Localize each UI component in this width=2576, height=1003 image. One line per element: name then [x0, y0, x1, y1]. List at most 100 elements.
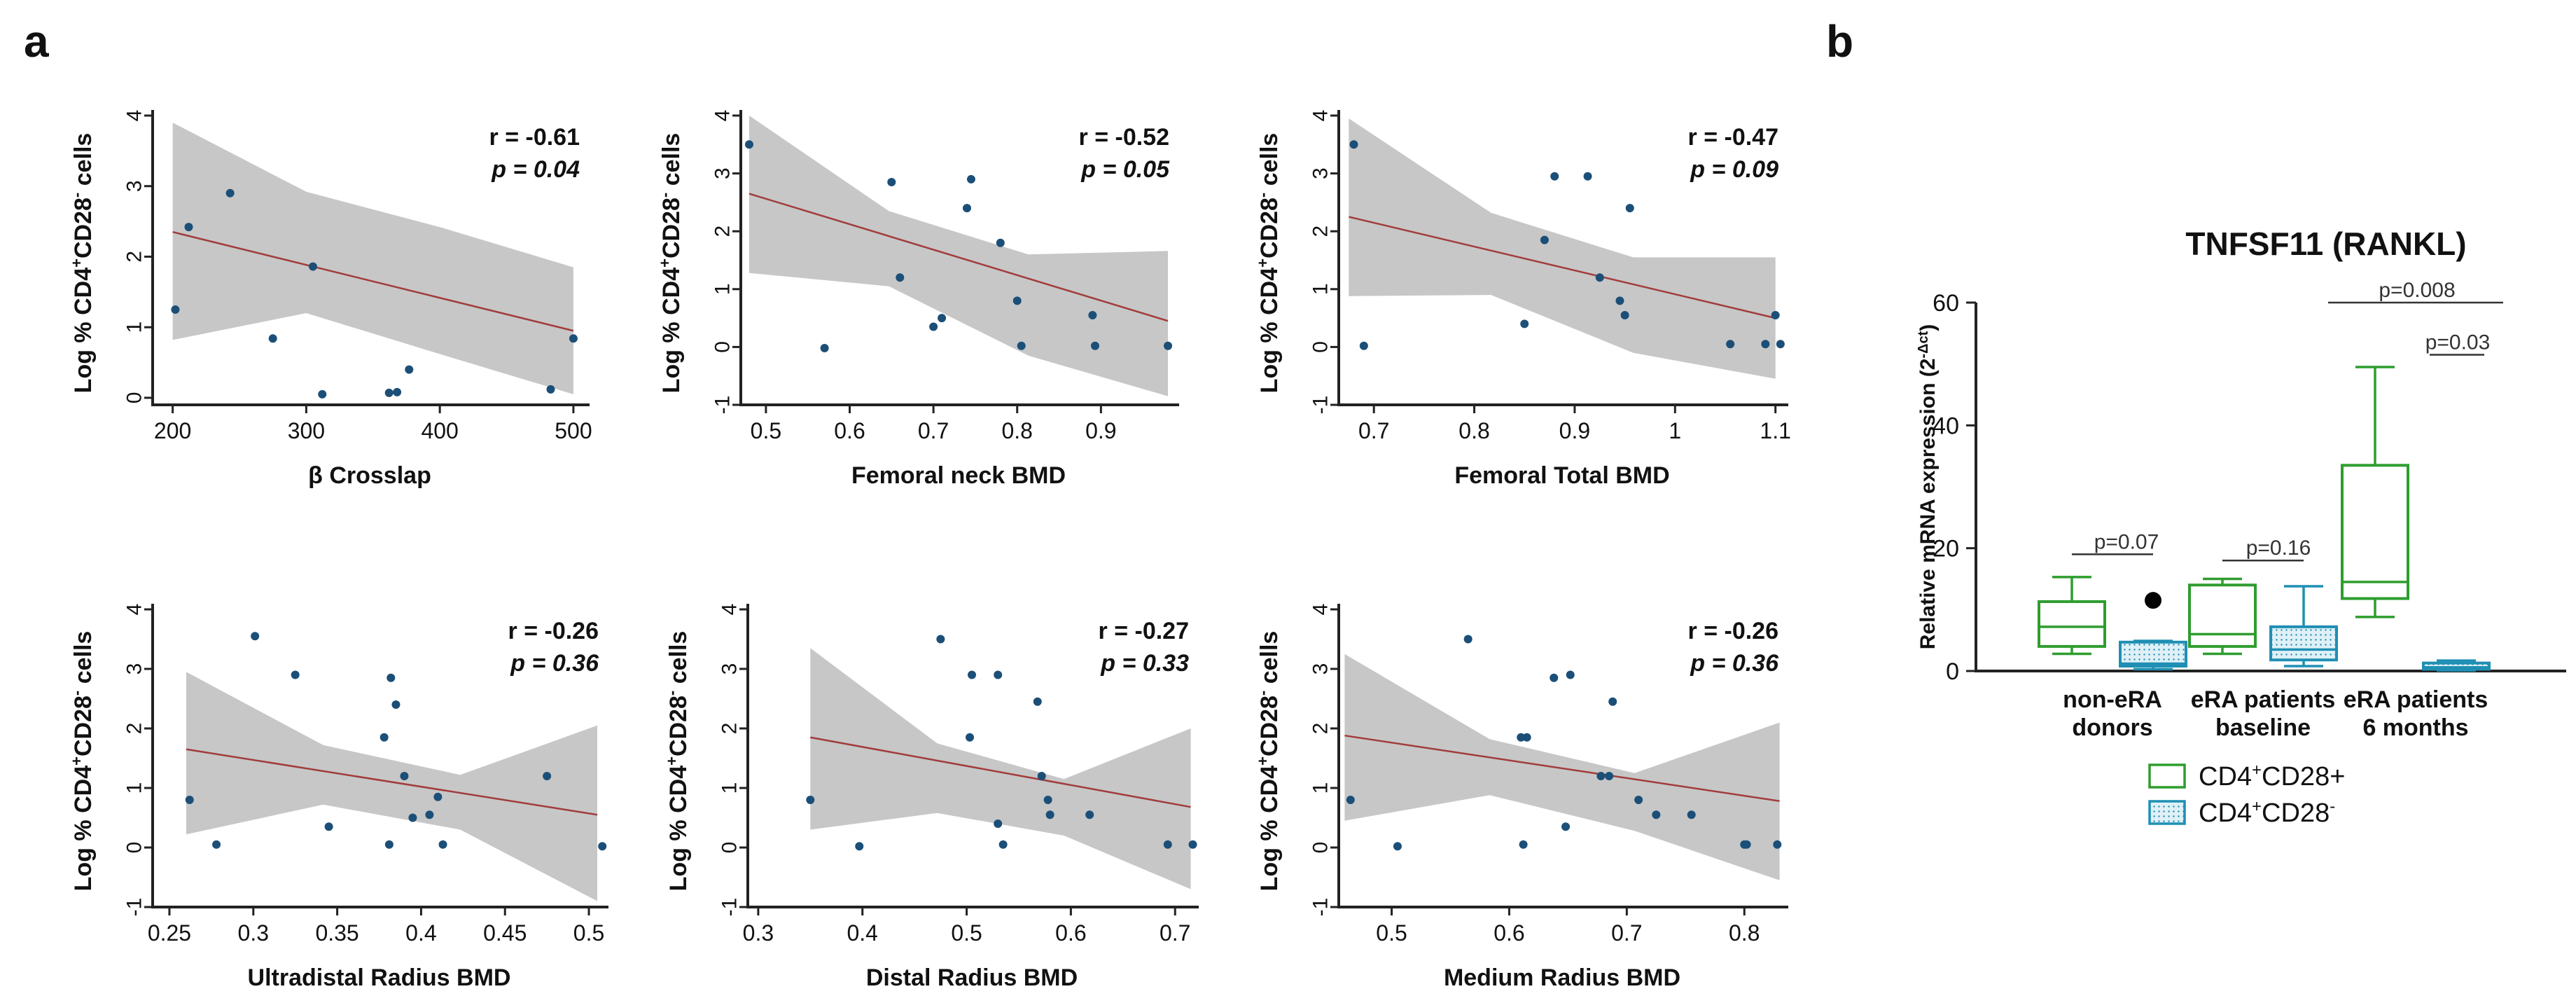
outlier-point	[2145, 592, 2161, 609]
y-axis-label: Relative mRNA expression (2-Δct)	[1916, 324, 1940, 650]
y-tick-label: 1	[1309, 283, 1332, 295]
data-point	[1595, 273, 1604, 282]
data-point	[1349, 140, 1358, 149]
x-axis-label: Femoral Total BMD	[1454, 462, 1669, 489]
data-point	[1608, 697, 1617, 706]
y-tick-label: 1	[123, 321, 146, 333]
x-tick-label: 0.5	[1376, 920, 1407, 946]
y-tick-label: 1	[711, 283, 734, 295]
y-tick-label: 1	[1309, 782, 1332, 794]
data-point	[936, 635, 945, 644]
data-point	[1012, 296, 1022, 305]
data-point	[1773, 840, 1782, 849]
data-point	[1771, 310, 1780, 319]
data-point	[1090, 341, 1099, 350]
scatter-3: -1 0 1 2 3 4 0.7 0.8 0.9 1 1.1 Femoral Total BMD Log…	[1254, 110, 1791, 489]
y-axis-label: Log % CD4+CD28- cells	[68, 631, 97, 892]
legend-swatch-cd28neg	[2148, 800, 2186, 825]
data-point	[1687, 810, 1696, 819]
y-tick-label: 4	[1309, 110, 1332, 122]
y-tick-label: -1	[1309, 396, 1332, 415]
data-point	[433, 792, 443, 801]
confidence-band	[1344, 653, 1780, 880]
x-tick-label: 0.6	[834, 418, 865, 443]
data-point	[1346, 796, 1355, 804]
regression-line	[186, 748, 598, 816]
y-tick-label: 3	[711, 167, 734, 179]
box-cd28neg-group-2	[2269, 585, 2338, 667]
box-cd28neg-group-3	[2422, 659, 2491, 672]
data-point	[1519, 840, 1528, 849]
data-point	[387, 673, 396, 682]
x-axis-label: Distal Radius BMD	[866, 964, 1078, 991]
data-point	[744, 140, 753, 149]
data-point	[968, 670, 976, 679]
legend-item: CD4+CD28+	[2148, 761, 2345, 791]
group-label: eRA patients 6 months	[2344, 686, 2488, 741]
x-axis-label: Femoral neck BMD	[851, 462, 1066, 489]
panel-label-b: b	[1826, 16, 1854, 67]
data-point	[994, 670, 1003, 679]
box	[2038, 600, 2106, 648]
y-tick-label: 1	[718, 782, 742, 794]
data-point	[1596, 772, 1606, 780]
data-point	[1164, 341, 1173, 350]
data-point	[569, 334, 578, 343]
p-value: p = 0.33	[1100, 650, 1189, 677]
confidence-band	[172, 123, 573, 394]
y-tick-label: 2	[123, 723, 146, 735]
data-point	[291, 670, 300, 679]
confidence-band	[1349, 118, 1776, 379]
y-tick-label: -1	[1309, 898, 1332, 917]
x-tick-label: 300	[288, 418, 325, 443]
y-tick-label: 2	[123, 251, 146, 263]
group-label: non-eRA donors	[2063, 686, 2162, 741]
panel-label-a: a	[24, 16, 49, 67]
correlation-r: r = -0.27	[1099, 618, 1189, 644]
data-point	[996, 238, 1005, 247]
x-tick-label: 1.1	[1760, 418, 1790, 443]
x-tick-label: 0.5	[573, 920, 604, 946]
x-tick-label: 0.25	[148, 920, 191, 946]
data-point	[393, 387, 402, 396]
y-tick-label: 3	[718, 663, 742, 675]
data-point	[438, 840, 447, 849]
data-point	[887, 177, 896, 186]
data-point	[1359, 341, 1368, 350]
significance-label: p=0.16	[2246, 537, 2311, 560]
y-tick-label: -1	[123, 898, 146, 917]
legend-label: CD4+CD28+	[2199, 761, 2345, 791]
y-tick-label: 4	[1309, 604, 1332, 616]
x-tick-label: 0.7	[1358, 418, 1389, 443]
confidence-band	[749, 116, 1168, 396]
significance-label: p=0.008	[2379, 279, 2455, 302]
p-value: p = 0.36	[510, 650, 599, 677]
legend-label: CD4+CD28-	[2199, 797, 2335, 828]
data-point	[966, 174, 975, 184]
data-point	[1742, 840, 1751, 849]
x-tick-label: 0.3	[743, 920, 774, 946]
data-point	[1583, 172, 1592, 181]
scatter-4: -1 0 1 2 3 4 0.25 0.3 0.35 0.4 0.45 0.5 Ultradistal …	[68, 604, 608, 991]
data-point	[962, 204, 971, 213]
correlation-r: r = -0.26	[508, 618, 599, 644]
x-tick-label: 0.45	[483, 920, 527, 946]
scatter-2: -1 0 1 2 3 4 0.5 0.6 0.7 0.8 0.9 Femoral neck BMD Lo…	[656, 110, 1179, 489]
data-point	[184, 223, 193, 232]
data-point	[1605, 772, 1614, 780]
data-point	[1033, 697, 1042, 706]
data-point	[546, 385, 555, 394]
significance-label: p=0.07	[2094, 530, 2159, 553]
boxplot: TNFSF11 (RANKL) 0 20 40 60 Relative mRNA expr…	[1916, 226, 2566, 828]
legend-swatch-cd28pos	[2148, 763, 2186, 789]
y-tick-label: 40	[1933, 413, 1959, 439]
x-tick-label: 500	[555, 418, 592, 443]
regression-line	[1344, 734, 1780, 802]
box-cd28pos-group-2	[2188, 577, 2257, 656]
correlation-r: r = -0.47	[1688, 124, 1778, 151]
data-point	[324, 822, 333, 831]
x-tick-label: 0.7	[918, 418, 949, 443]
y-tick-label: 0	[718, 842, 742, 854]
data-point	[1393, 842, 1402, 851]
